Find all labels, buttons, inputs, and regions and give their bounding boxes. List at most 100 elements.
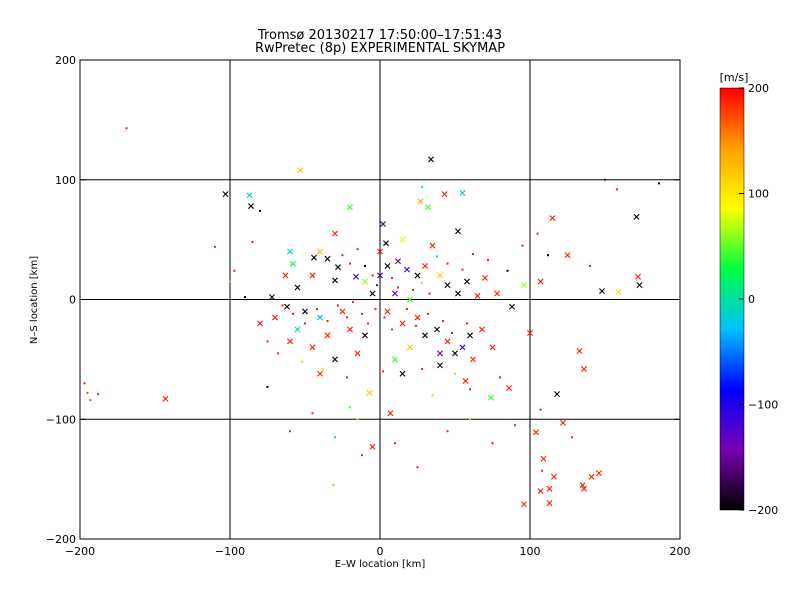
x-tick-label: 200: [670, 545, 691, 558]
data-point-cross: [257, 320, 263, 327]
data-point-cross: [324, 332, 331, 339]
data-point-cross: [437, 362, 443, 369]
data-point-cross: [311, 254, 317, 261]
data-point-cross: [533, 429, 539, 436]
data-point-dot: [487, 258, 489, 261]
data-point-cross: [383, 240, 389, 247]
data-point-dot: [539, 408, 542, 411]
data-point-cross: [417, 198, 424, 205]
data-point-dot: [376, 284, 378, 287]
data-point-cross: [317, 314, 323, 321]
data-point-cross: [549, 215, 556, 222]
data-point-cross: [302, 308, 308, 315]
data-point-cross: [392, 290, 398, 297]
data-point-cross: [425, 204, 431, 211]
data-point-cross: [521, 282, 527, 289]
data-point-dot: [277, 352, 279, 355]
data-point-dot: [346, 376, 348, 379]
data-point-dot: [86, 391, 89, 394]
data-point-dot: [421, 185, 423, 188]
data-point-cross: [162, 395, 169, 402]
data-point-cross: [615, 289, 622, 296]
data-point-dot: [571, 436, 573, 439]
data-point-dot: [536, 232, 539, 235]
data-point-cross: [537, 278, 544, 285]
data-point-dot: [415, 324, 417, 327]
data-point-dot: [311, 412, 314, 415]
data-point-dot: [356, 418, 359, 421]
data-point-cross: [444, 338, 451, 345]
x-tick-label: −200: [65, 545, 95, 558]
data-point-cross: [377, 272, 383, 279]
data-point-cross: [339, 308, 346, 315]
data-points: [83, 127, 660, 508]
data-point-dot: [316, 308, 318, 311]
data-point-dot: [361, 454, 363, 457]
data-point-dot: [89, 399, 92, 402]
data-point-cross: [441, 191, 448, 198]
data-point-cross: [317, 248, 323, 255]
data-point-cross: [479, 326, 485, 333]
data-point-dot: [416, 466, 419, 469]
data-point-cross: [297, 167, 304, 174]
data-point-dot: [466, 322, 468, 325]
data-point-cross: [537, 488, 544, 495]
data-point-dot: [289, 430, 291, 433]
y-tick-label: −200: [46, 533, 76, 546]
data-point-cross: [407, 296, 413, 303]
data-point-dot: [304, 322, 306, 325]
data-point-cross: [369, 443, 376, 450]
data-point-cross: [287, 248, 293, 255]
data-point-cross: [459, 344, 466, 351]
data-point-dot: [506, 269, 509, 272]
data-point-cross: [248, 203, 254, 210]
data-point-cross: [455, 228, 461, 235]
colorbar-tick-label: −100: [748, 399, 778, 412]
data-point-cross: [290, 260, 296, 267]
data-point-dot: [367, 322, 369, 325]
data-point-cross: [317, 370, 323, 377]
data-point-cross: [564, 252, 571, 259]
data-point-cross: [395, 258, 401, 265]
data-point-dot: [514, 424, 516, 427]
plot-area: [79, 59, 681, 540]
data-point-cross: [444, 282, 451, 289]
data-point-dot: [421, 367, 423, 370]
data-point-dot: [446, 262, 449, 265]
x-tick-label: −100: [215, 545, 245, 558]
data-point-dot: [371, 274, 374, 277]
data-point-cross: [588, 473, 595, 480]
data-point-dot: [332, 484, 335, 487]
data-point-dot: [541, 469, 543, 472]
data-point-cross: [332, 356, 338, 363]
data-point-cross: [272, 314, 278, 321]
data-point-cross: [581, 485, 587, 492]
data-point-cross: [414, 272, 421, 279]
data-point-cross: [354, 350, 361, 357]
data-point-cross: [366, 389, 373, 396]
data-point-dot: [244, 296, 246, 299]
data-point-cross: [462, 377, 469, 384]
y-tick-label: 100: [55, 174, 76, 187]
data-point-dot: [428, 292, 431, 295]
x-axis-ticks: −200 −100 0 100 200: [65, 60, 691, 558]
axes: −200 −100 0 100 200 −200 −100 0 100 200 E–W loca…: [29, 54, 691, 570]
data-point-dot: [364, 264, 366, 267]
data-point-dot: [499, 376, 501, 379]
data-point-cross: [482, 274, 488, 281]
data-point-cross: [429, 242, 436, 249]
data-point-cross: [309, 344, 316, 351]
data-point-cross: [282, 272, 289, 279]
data-point-cross: [384, 308, 391, 315]
colorbar-tick-label: 200: [748, 82, 769, 95]
data-point-cross: [488, 394, 494, 401]
data-point-cross: [437, 350, 443, 357]
data-point-cross: [455, 290, 461, 297]
data-point-cross: [347, 204, 353, 211]
data-point-cross: [546, 485, 553, 492]
data-point-dot: [259, 209, 261, 212]
colorbar-ticks: −200 −100 0 100 200: [739, 82, 778, 517]
data-point-dot: [349, 262, 351, 265]
y-axis-ticks: −200 −100 0 100 200: [46, 54, 680, 546]
data-point-cross: [222, 191, 229, 198]
